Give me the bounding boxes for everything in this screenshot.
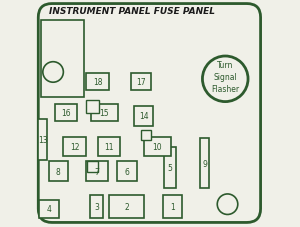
Text: Turn
Signal
Flasher: Turn Signal Flasher — [211, 61, 239, 93]
Text: 16: 16 — [61, 109, 71, 117]
Text: 1: 1 — [170, 202, 175, 211]
Bar — [39, 200, 59, 218]
Bar — [144, 137, 170, 157]
Bar — [40, 20, 84, 98]
Bar — [134, 107, 153, 126]
Bar — [86, 161, 108, 182]
Bar — [56, 104, 77, 121]
Text: INSTRUMENT PANEL FUSE PANEL: INSTRUMENT PANEL FUSE PANEL — [49, 7, 215, 16]
Bar — [163, 195, 182, 218]
Text: 4: 4 — [47, 204, 52, 213]
Text: 6: 6 — [125, 167, 130, 176]
Text: 8: 8 — [56, 167, 61, 176]
Text: 10: 10 — [153, 143, 162, 151]
Text: 5: 5 — [167, 163, 172, 173]
Text: 18: 18 — [93, 78, 102, 87]
Bar — [130, 74, 151, 91]
Text: 3: 3 — [94, 202, 99, 211]
Bar — [86, 74, 109, 91]
Circle shape — [217, 194, 238, 215]
Circle shape — [202, 57, 248, 102]
Bar — [63, 137, 86, 157]
Bar — [117, 161, 137, 182]
Circle shape — [43, 62, 63, 83]
Bar — [86, 101, 99, 114]
FancyBboxPatch shape — [38, 5, 261, 222]
Text: 15: 15 — [100, 109, 109, 117]
Bar — [91, 104, 118, 121]
Text: 12: 12 — [70, 143, 80, 151]
Text: 17: 17 — [136, 78, 146, 87]
Text: 13: 13 — [38, 135, 47, 144]
Bar — [98, 137, 120, 157]
Text: 7: 7 — [94, 167, 99, 176]
Bar — [141, 131, 151, 141]
Bar — [87, 161, 98, 173]
Bar — [90, 195, 103, 218]
Bar — [164, 148, 176, 188]
Bar — [38, 119, 47, 160]
Text: 14: 14 — [139, 112, 148, 121]
Bar — [200, 138, 209, 188]
Text: 9: 9 — [202, 159, 207, 168]
Text: 2: 2 — [124, 202, 129, 211]
Bar — [49, 161, 68, 182]
Text: 11: 11 — [104, 143, 114, 151]
Bar — [109, 195, 144, 218]
